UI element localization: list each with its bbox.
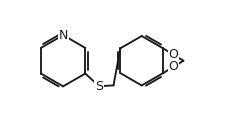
Text: O: O (169, 60, 179, 73)
Text: N: N (58, 29, 68, 42)
Text: O: O (169, 48, 179, 61)
Text: S: S (95, 80, 103, 93)
